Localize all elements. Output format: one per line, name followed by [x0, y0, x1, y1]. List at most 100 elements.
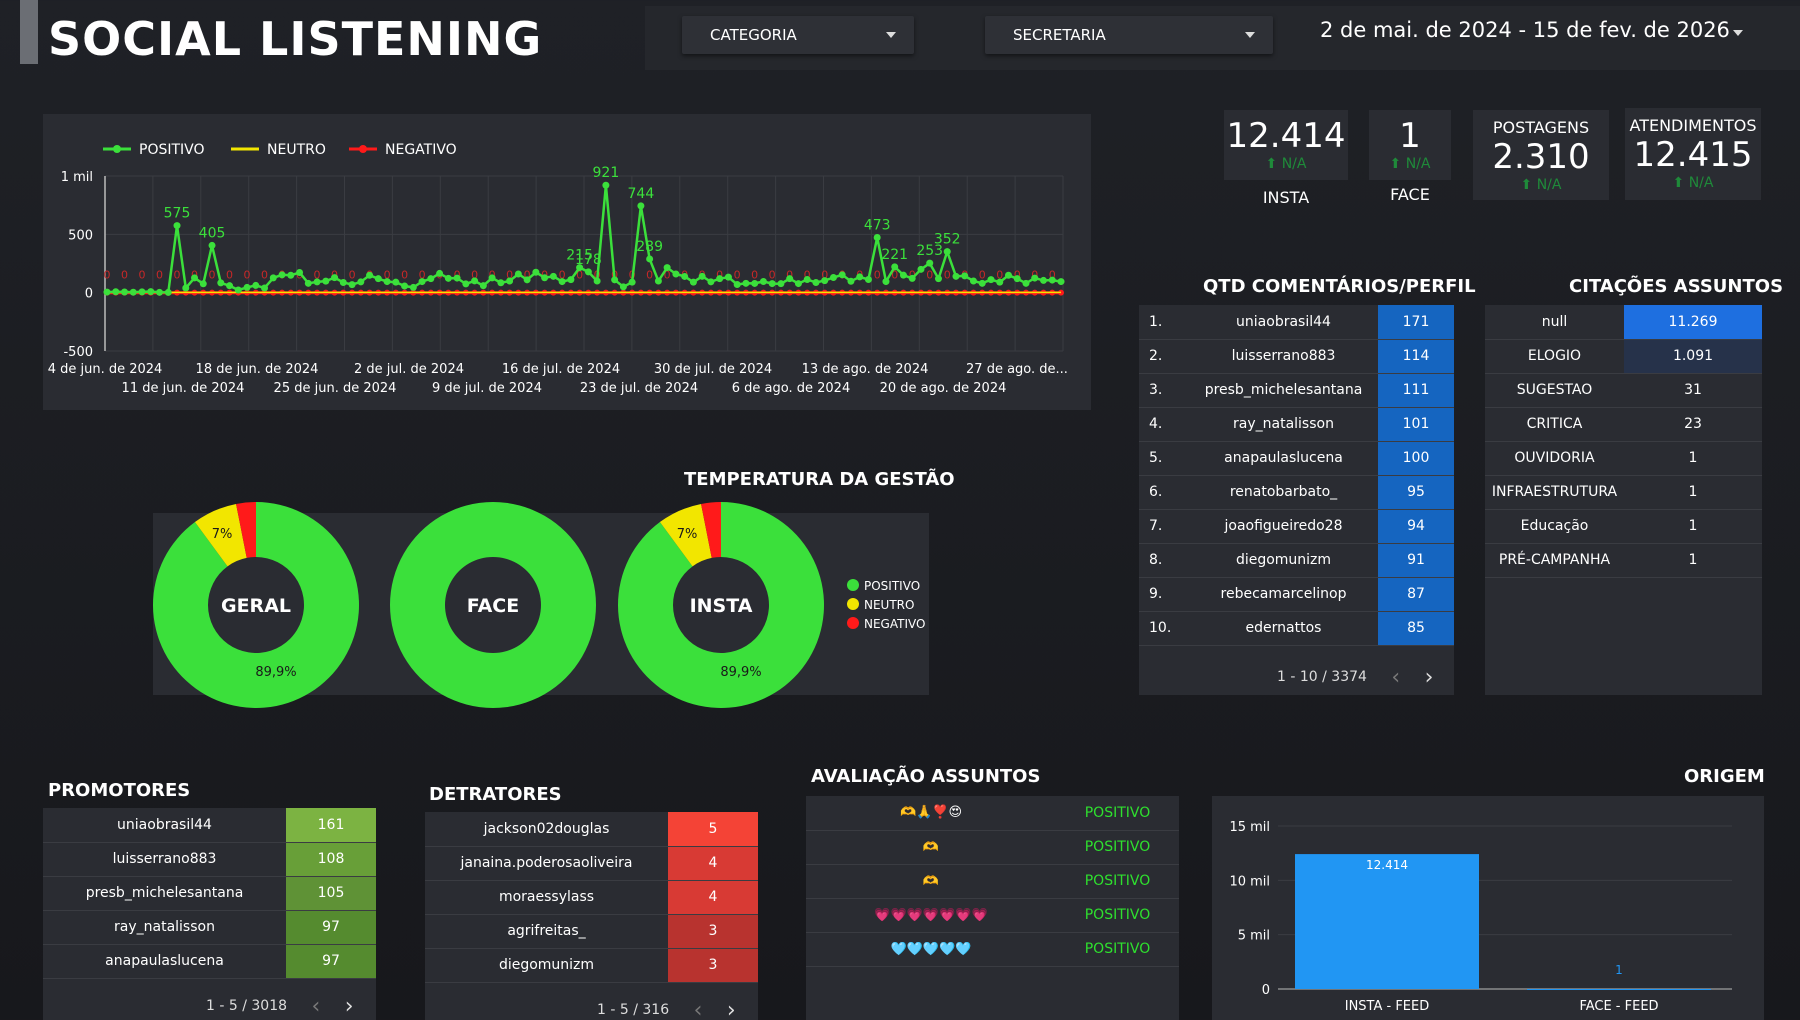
- chevron-left-icon[interactable]: ‹: [311, 994, 321, 1019]
- positivo-point: [304, 279, 312, 287]
- table-row[interactable]: presb_michelesantana 105: [43, 876, 376, 911]
- sentiment-cell: POSITIVO: [1056, 796, 1179, 831]
- table-row[interactable]: 1. uniaobrasil44 171: [1139, 305, 1454, 340]
- donut-neutro-label: 7%: [212, 527, 233, 542]
- kpi-atendimentos-change-text: N/A: [1688, 175, 1714, 191]
- table-row[interactable]: 8. diegomunizm 91: [1139, 543, 1454, 578]
- donut-hole: [674, 558, 768, 652]
- table-row[interactable]: null 11.269: [1485, 305, 1762, 340]
- table-row[interactable]: Educação 1: [1485, 509, 1762, 544]
- positivo-point: [331, 274, 339, 282]
- positivo-data-label: 352: [934, 232, 961, 248]
- negativo-data-label: 0: [401, 269, 408, 282]
- negativo-data-label: 0: [874, 269, 881, 282]
- positivo-point: [1048, 276, 1056, 284]
- table-row[interactable]: agrifreitas_ 3: [425, 914, 758, 949]
- table-row[interactable]: 9. rebecamarcelinop 87: [1139, 577, 1454, 612]
- subject-cell: ELOGIO: [1485, 339, 1624, 374]
- positivo-point: [409, 283, 417, 291]
- table-row[interactable]: luisserrano883 108: [43, 842, 376, 877]
- secretaria-dropdown[interactable]: SECRETARIA: [985, 16, 1273, 54]
- date-range-picker[interactable]: 2 de mai. de 2024 - 15 de fev. de 2026: [1320, 18, 1730, 42]
- x-tick-label: 9 de jul. de 2024: [432, 381, 542, 396]
- table-row[interactable]: 4. ray_natalisson 101: [1139, 407, 1454, 442]
- table-row[interactable]: INFRAESTRUTURA 1: [1485, 475, 1762, 510]
- table-row[interactable]: 6. renatobarbato_ 95: [1139, 475, 1454, 510]
- comentarios-perfil-pager: 1 - 10 / 3374 ‹ ›: [1277, 665, 1433, 690]
- categoria-dropdown[interactable]: CATEGORIA: [682, 16, 914, 54]
- count-cell: 91: [1378, 543, 1454, 578]
- count-cell: 1: [1624, 475, 1762, 510]
- positivo-point: [602, 181, 610, 189]
- positivo-point: [584, 268, 592, 276]
- table-row[interactable]: 💗💗💗💗💗💗💗 POSITIVO: [806, 898, 1179, 933]
- y-tick-label: 500: [68, 228, 93, 243]
- table-row[interactable]: SUGESTAO 31: [1485, 373, 1762, 408]
- chevron-right-icon[interactable]: ›: [726, 998, 736, 1020]
- bar-value-label: 1: [1615, 963, 1623, 977]
- count-cell: 31: [1624, 373, 1762, 408]
- table-row[interactable]: diegomunizm 3: [425, 948, 758, 983]
- table-row[interactable]: 🩵🩵🩵🩵🩵 POSITIVO: [806, 932, 1179, 967]
- table-row[interactable]: 🫶 POSITIVO: [806, 830, 1179, 865]
- y-tick-label: 10 mil: [1229, 874, 1270, 889]
- table-row[interactable]: moraessylass 4: [425, 880, 758, 915]
- positivo-point: [374, 275, 382, 283]
- count-cell: 105: [286, 876, 376, 911]
- table-row[interactable]: ELOGIO 1.091: [1485, 339, 1762, 374]
- positivo-point: [471, 277, 479, 285]
- y-tick-label: -500: [63, 345, 93, 360]
- positivo-point: [418, 278, 426, 286]
- citacoes-title: CITAÇÕES ASSUNTOS: [1569, 276, 1784, 297]
- count-cell: 161: [286, 808, 376, 843]
- chevron-left-icon[interactable]: ‹: [693, 998, 703, 1020]
- table-row[interactable]: anapaulaslucena 97: [43, 944, 376, 979]
- chevron-right-icon[interactable]: ›: [1424, 665, 1434, 690]
- negativo-data-label: 0: [226, 269, 233, 282]
- table-row[interactable]: 10. edernattos 85: [1139, 611, 1454, 646]
- table-row[interactable]: 🫶🙏❣️😍 POSITIVO: [806, 796, 1179, 831]
- positivo-point: [847, 277, 855, 285]
- positivo-point: [637, 202, 645, 210]
- positivo-point: [1031, 274, 1039, 282]
- avaliacao-table: 🫶🙏❣️😍 POSITIVO 🫶 POSITIVO 🫶 POSITIVO 💗💗💗💗💗💗💗 PO…: [806, 796, 1179, 967]
- table-row[interactable]: 2. luisserrano883 114: [1139, 339, 1454, 374]
- table-row[interactable]: 3. presb_michelesantana 111: [1139, 373, 1454, 408]
- positivo-point: [672, 270, 680, 278]
- avaliacao-title: AVALIAÇÃO ASSUNTOS: [811, 766, 1041, 787]
- positivo-point: [147, 288, 155, 296]
- negativo-data-label: 0: [244, 269, 251, 282]
- positivo-point: [873, 233, 881, 241]
- table-row[interactable]: CRITICA 23: [1485, 407, 1762, 442]
- table-row[interactable]: janaina.poderosaoliveira 4: [425, 846, 758, 881]
- table-row[interactable]: jackson02douglas 5: [425, 812, 758, 847]
- table-row[interactable]: uniaobrasil44 161: [43, 808, 376, 843]
- positivo-point: [427, 275, 435, 283]
- table-row[interactable]: 5. anapaulaslucena 100: [1139, 441, 1454, 476]
- positivo-point: [156, 288, 164, 296]
- detratores-table: jackson02douglas 5 janaina.poderosaoliveir…: [425, 812, 758, 983]
- y-tick-label: 15 mil: [1229, 820, 1270, 835]
- count-cell: 3: [668, 914, 758, 949]
- up-arrow-icon: ⬆: [1520, 177, 1537, 193]
- table-row[interactable]: 7. joaofigueiredo28 94: [1139, 509, 1454, 544]
- count-cell: 101: [1378, 407, 1454, 442]
- chevron-right-icon[interactable]: ›: [344, 994, 354, 1019]
- pager-text: 1 - 5 / 316: [597, 1002, 670, 1018]
- negativo-data-label: 0: [419, 269, 426, 282]
- profile-name-cell: ray_natalisson: [43, 910, 286, 945]
- chevron-left-icon[interactable]: ‹: [1391, 665, 1401, 690]
- table-row[interactable]: 🫶 POSITIVO: [806, 864, 1179, 899]
- positivo-point: [803, 275, 811, 283]
- table-row[interactable]: PRÉ-CAMPANHA 1: [1485, 543, 1762, 578]
- positivo-point: [558, 278, 566, 286]
- positivo-point: [926, 259, 934, 267]
- sentiment-cell: POSITIVO: [1056, 898, 1179, 933]
- table-row[interactable]: ray_natalisson 97: [43, 910, 376, 945]
- negativo-data-label: 0: [576, 269, 583, 282]
- table-row[interactable]: OUVIDORIA 1: [1485, 441, 1762, 476]
- positivo-point: [129, 288, 137, 296]
- rank-cell: 7.: [1139, 509, 1189, 544]
- positivo-data-label: 921: [593, 165, 620, 181]
- caret-down-icon[interactable]: [1733, 30, 1743, 36]
